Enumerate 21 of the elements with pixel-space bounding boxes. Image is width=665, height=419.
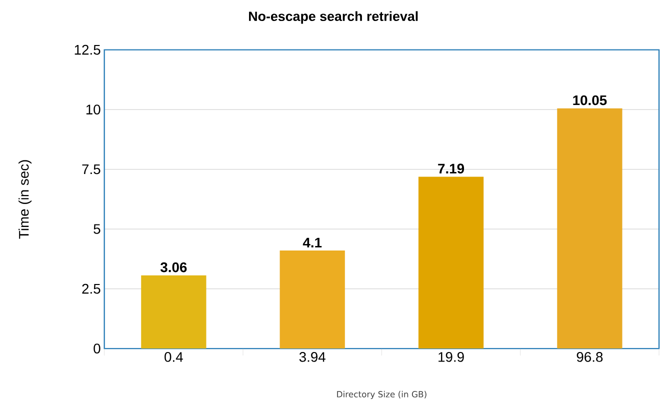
x-tick-label: 3.94: [299, 352, 326, 362]
data-label: 4.1: [302, 238, 322, 248]
x-axis-title: Directory Size (in GB): [337, 390, 426, 399]
chart-title: No-escape search retrieval: [249, 11, 418, 24]
data-label: 7.19: [438, 164, 464, 174]
data-label: 10.05: [573, 95, 607, 106]
y-tick-label: 10: [86, 104, 100, 114]
y-tick-label: 7.5: [82, 164, 100, 174]
x-tick-label: 19.9: [438, 352, 464, 362]
bar: [280, 250, 345, 348]
y-tick-label: 5: [94, 224, 100, 234]
y-axis-title: Time (in sec): [18, 160, 32, 239]
x-tick-label: 0.4: [164, 352, 183, 362]
data-label: 3.06: [160, 262, 187, 272]
y-tick-label: 2.5: [82, 284, 100, 294]
bar: [557, 108, 622, 348]
bar: [141, 275, 206, 348]
y-tick-label: 0: [94, 343, 100, 354]
y-tick-label: 12.5: [74, 44, 100, 55]
bar: [418, 176, 484, 348]
x-tick-label: 96.8: [576, 352, 603, 362]
